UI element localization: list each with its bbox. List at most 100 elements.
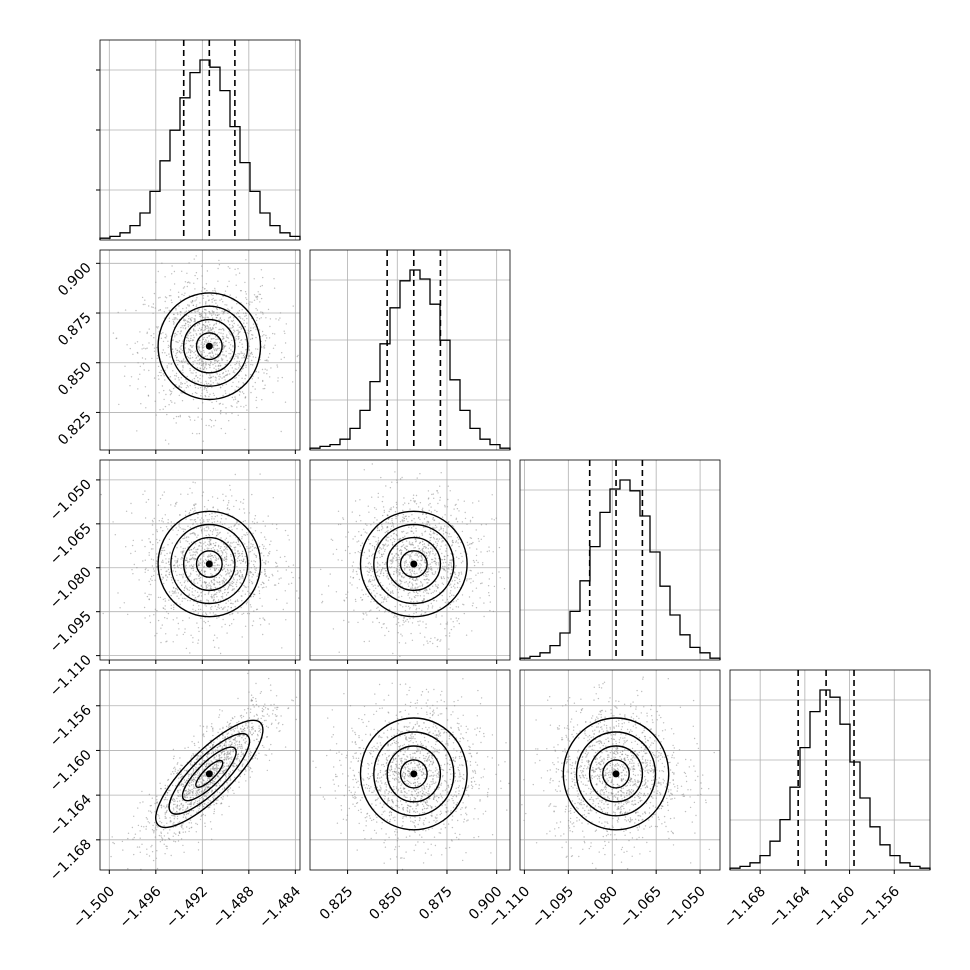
scatter-point <box>225 746 227 748</box>
scatter-point <box>383 509 385 512</box>
scatter-point <box>262 520 264 522</box>
scatter-point <box>212 547 214 549</box>
scatter-point <box>368 571 370 573</box>
scatter-point <box>214 515 216 518</box>
scatter-point <box>407 621 410 623</box>
scatter-point <box>483 602 485 604</box>
scatter-point <box>181 400 184 402</box>
scatter-point <box>491 494 493 496</box>
scatter-point <box>263 536 266 538</box>
scatter-point <box>442 599 444 601</box>
scatter-point <box>386 576 388 578</box>
scatter-point <box>218 382 220 385</box>
scatter-point <box>185 322 187 325</box>
scatter-point <box>444 601 446 604</box>
scatter-point <box>209 324 211 326</box>
scatter-point <box>425 627 427 629</box>
scatter-point <box>376 592 378 595</box>
scatter-point <box>168 591 171 593</box>
scatter-point <box>176 501 178 504</box>
scatter-point <box>229 344 232 346</box>
scatter-point <box>129 385 131 387</box>
scatter-point <box>382 527 384 529</box>
scatter-point <box>242 502 244 504</box>
scatter-point <box>179 314 182 316</box>
scatter-point <box>165 297 168 299</box>
scatter-point <box>234 372 236 374</box>
scatter-point <box>214 593 216 595</box>
scatter-point <box>407 583 409 585</box>
scatter-point <box>394 511 397 513</box>
scatter-point <box>125 510 128 512</box>
scatter-point <box>214 600 217 603</box>
scatter-point <box>276 366 279 368</box>
scatter-point <box>398 569 400 571</box>
scatter-point <box>202 586 204 588</box>
scatter-point <box>423 598 425 601</box>
scatter-point <box>381 500 384 503</box>
scatter-point <box>195 305 197 308</box>
scatter-point <box>371 463 373 465</box>
scatter-point <box>253 294 256 296</box>
scatter-point <box>330 538 332 540</box>
scatter-point <box>447 526 449 528</box>
scatter-point <box>450 583 452 585</box>
scatter-point <box>183 597 185 600</box>
scatter-point <box>204 558 207 561</box>
scatter-point <box>194 551 196 553</box>
scatter-point <box>192 637 194 639</box>
scatter-point <box>261 605 263 607</box>
scatter-point <box>162 408 164 410</box>
scatter-point <box>434 584 437 586</box>
scatter-point <box>166 413 168 416</box>
scatter-point <box>186 336 188 338</box>
scatter-point <box>381 596 383 599</box>
scatter-point <box>408 515 410 518</box>
scatter-point <box>365 612 367 614</box>
scatter-point <box>209 542 211 544</box>
scatter-point <box>189 339 192 342</box>
scatter-point <box>254 593 256 596</box>
scatter-point <box>179 414 181 417</box>
scatter-point <box>224 432 227 435</box>
scatter-point <box>177 291 180 293</box>
scatter-point <box>150 594 152 596</box>
scatter-point <box>395 501 398 504</box>
scatter-point <box>189 324 191 327</box>
scatter-point <box>142 560 144 562</box>
scatter-point <box>222 333 224 335</box>
scatter-point <box>395 553 397 555</box>
scatter-point <box>194 300 196 302</box>
scatter-point <box>430 536 432 539</box>
scatter-point <box>345 536 347 538</box>
scatter-point <box>125 546 127 548</box>
scatter-point <box>216 520 219 522</box>
scatter-point <box>222 295 224 297</box>
scatter-point <box>180 381 182 384</box>
scatter-point <box>253 610 255 612</box>
scatter-point <box>232 588 234 590</box>
scatter-point <box>225 518 227 520</box>
scatter-point <box>226 504 229 506</box>
scatter-point <box>231 613 233 615</box>
scatter-point <box>182 573 184 575</box>
scatter-point <box>331 539 334 541</box>
scatter-point <box>208 544 210 547</box>
scatter-point <box>152 543 154 546</box>
scatter-point <box>198 544 200 547</box>
scatter-point <box>454 571 456 574</box>
scatter-point <box>192 608 194 610</box>
scatter-point <box>198 575 200 577</box>
scatter-point <box>231 412 233 415</box>
scatter-point <box>237 755 239 758</box>
scatter-point <box>431 572 433 574</box>
scatter-point <box>446 598 449 601</box>
scatter-point <box>232 381 234 384</box>
scatter-point <box>211 516 213 518</box>
scatter-point <box>398 556 400 559</box>
scatter-point <box>357 540 360 542</box>
scatter-point <box>358 568 361 570</box>
scatter-point <box>238 310 241 312</box>
scatter-point <box>187 356 190 359</box>
scatter-point <box>147 569 149 571</box>
